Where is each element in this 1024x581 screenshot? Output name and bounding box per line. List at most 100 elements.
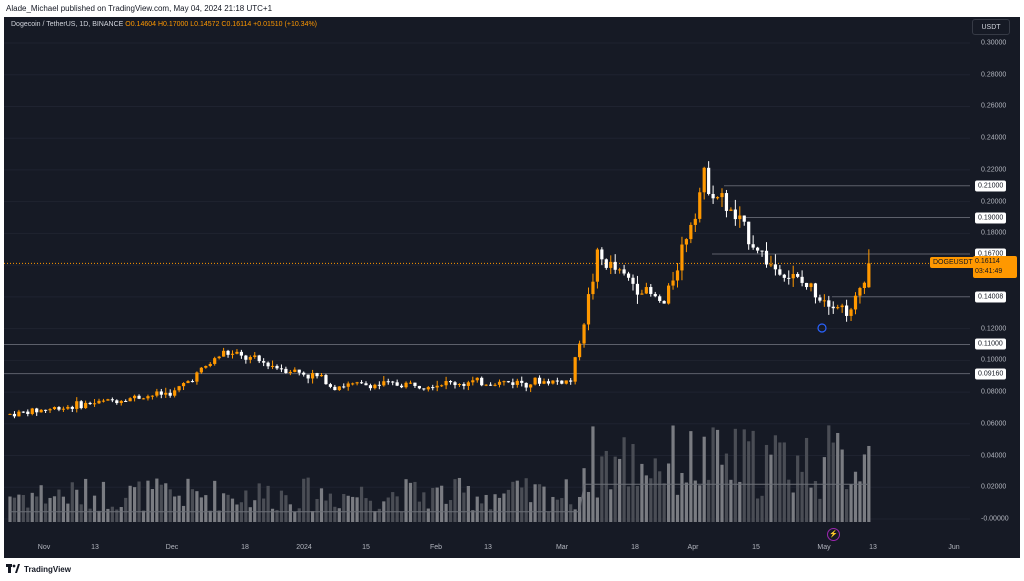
candle-body [319,375,324,377]
price-scale[interactable]: 0.30000 0.28000 0.26000 0.24000 0.22000 0.200… [970,17,1020,558]
candle-body [364,383,368,386]
volume-bar [804,437,809,522]
publish-info: Alade_Michael published on TradingView.c… [6,4,273,13]
candle-body [489,384,493,386]
currency-unit-button[interactable]: USDT [972,19,1010,35]
candle-body [764,250,769,265]
volume-bar [533,484,537,522]
volume-bar [751,430,755,522]
volume-bar [724,453,729,522]
volume-bar [190,489,195,522]
price-tick-label: 0.24000 [981,134,1007,142]
volume-bar [471,510,475,522]
candle-body [609,261,613,268]
candle-body [440,385,444,387]
price-tick-label: 0.08000 [981,388,1007,396]
price-tick-label: 0.10000 [981,356,1007,364]
candle-body [391,381,395,383]
candle-body [724,193,729,211]
volume-bar [475,496,479,522]
candle-body [551,380,555,384]
price-tick-label: 0.12000 [981,325,1007,333]
volume-bar [279,490,284,522]
volume-bar [230,498,235,522]
volume-bar [542,486,546,522]
candle-body [333,386,337,391]
candle-body [217,356,221,359]
candle-body [560,380,564,384]
candle-body [662,300,666,304]
candle-body [195,372,199,382]
price-tick-label: 0.30000 [981,39,1007,47]
candle-body [284,368,288,373]
volume-bar [738,481,742,522]
volume-bar [715,429,720,522]
volume-bar [662,483,666,522]
volume-bar [141,510,146,522]
volume-bar [822,457,826,522]
volume-bar [493,494,497,522]
tradingview-logo[interactable]: TradingView [6,564,71,574]
time-tick-label: Apr [687,544,699,551]
volume-bar [413,481,417,522]
volume-bar [622,437,626,522]
volume-bar [644,475,648,522]
volume-bar [431,487,435,522]
symbol-legend: Dogecoin / TetherUS, 1D, BINANCE O0.1460… [11,21,317,28]
candle-body [858,288,862,296]
volume-bar [17,494,21,522]
candle-body [569,380,573,382]
volume-bar [408,482,413,522]
volume-bar [88,508,92,522]
candle-body [70,406,74,409]
tradingview-logo-icon [6,564,20,573]
volume-bar [48,497,52,522]
volume-bar [226,494,230,522]
candle-body [751,244,755,248]
volume-bar [377,508,381,522]
time-axis[interactable]: Nov 13 Dec 18 2024 15 Feb 13 Mar 18 Apr 15 May 13 Jun [4,541,970,558]
volume-bar [609,489,613,522]
volume-bar [115,509,119,522]
candle-body [653,293,657,297]
candle-body [845,305,849,316]
symbol-title: Dogecoin / TetherUS, 1D, BINANCE [11,21,124,28]
time-tick-label: 13 [484,544,492,551]
volume-bar [773,435,777,522]
volume-bar [831,442,835,522]
price-tick-label: 0.18000 [981,229,1007,237]
lightning-icon[interactable]: ⚡ [827,528,840,541]
time-tick-label: Nov [37,544,51,551]
candle-body [21,411,25,413]
volume-bar [359,486,364,522]
volume-bar [315,499,319,522]
time-tick-label: 18 [241,544,249,551]
candle-body [168,392,172,396]
candle-body [564,380,568,384]
candle-body [644,287,648,294]
volume-bar [653,458,657,522]
volume-bar [764,444,769,522]
candle-body [769,264,773,266]
volume-bar [800,471,804,522]
volume-bar [177,495,181,522]
candle-body [164,392,168,395]
candle-body [787,277,791,279]
volume-bar [462,492,466,522]
candle-body [199,367,203,373]
price-chart[interactable] [4,17,1020,558]
candle-body [239,351,243,356]
candle-body [586,294,591,325]
volume-bar [747,441,751,522]
volume-bar [155,478,159,522]
candle-body [684,239,688,245]
candle-body [640,293,644,295]
candle-body [471,380,475,383]
volume-bar [84,478,88,522]
candle-body [756,247,760,251]
candle-body [293,369,297,372]
volume-bar [266,485,270,522]
volume-bar [61,496,65,522]
volume-bar [680,472,684,522]
volume-bar [364,498,368,522]
